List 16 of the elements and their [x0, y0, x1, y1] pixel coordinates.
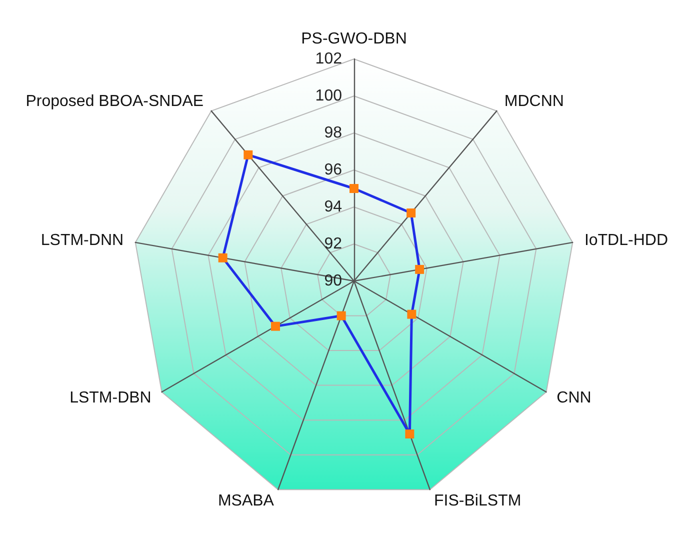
y-tick-label: 98: [324, 124, 342, 142]
spoke-label: PS-GWO-DBN: [301, 30, 407, 48]
spoke-label: CNN: [556, 390, 592, 406]
spoke-label: Proposed BBOA-SNDAE: [26, 93, 204, 110]
y-tick-label: 100: [315, 88, 342, 104]
spoke-label: MSABA: [218, 492, 274, 510]
y-tick-label: 102: [315, 50, 342, 68]
spoke-label: LSTM-DBN: [70, 390, 152, 406]
spoke-label: MDCNN: [504, 93, 564, 110]
spoke-label: FIS-BiLSTM: [434, 492, 522, 510]
spoke-label: LSTM-DNN: [40, 232, 124, 249]
y-tick-label: 92: [324, 236, 342, 252]
y-tick-label: 90: [324, 272, 342, 290]
y-tick-label: 94: [324, 198, 342, 216]
spoke-label: IoTDL-HDD: [584, 232, 668, 249]
y-tick-label: 96: [324, 162, 342, 178]
